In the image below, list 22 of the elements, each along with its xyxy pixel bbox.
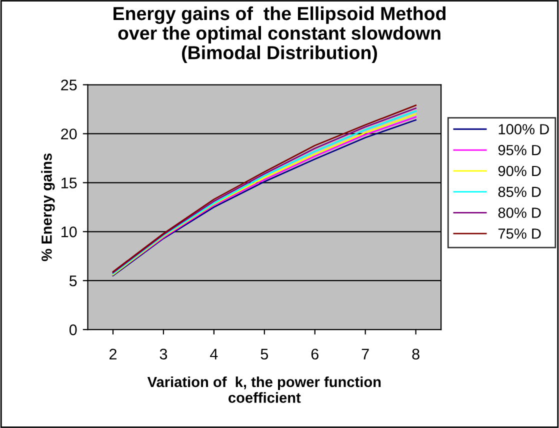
y-tick-label: 25 [61,80,77,90]
x-axis-title: Variation of k, the power function coefficient [147,376,381,403]
x-tick-label: 5 [260,348,268,360]
x-tick-label: 3 [160,348,168,360]
legend-label: 95% D [498,144,541,156]
legend-label: 90% D [498,166,541,176]
legend-label: 85% D [498,186,541,198]
x-tick-label: 2 [110,348,116,360]
x-tick-label: 6 [311,348,318,360]
legend-label: 100% D [498,124,549,134]
x-tick-label: 8 [412,348,420,360]
legend-label: 75% D [498,228,541,239]
y-tick-label: 5 [69,276,77,286]
x-tick-label: 7 [362,348,369,360]
y-axis-title: % Energy gains [41,153,55,262]
y-tick-label: 0 [69,324,77,336]
y-tick-label: 15 [62,178,77,188]
legend-label: 80% D [498,208,541,218]
y-tick-label: 10 [62,226,77,238]
x-tick-label: 4 [210,348,218,360]
chart-title: Energy gains of the Ellipsoid Method over the optimal constant slowdown (Bimodal Distribution) [114,6,446,64]
y-tick-label: 20 [61,128,77,140]
